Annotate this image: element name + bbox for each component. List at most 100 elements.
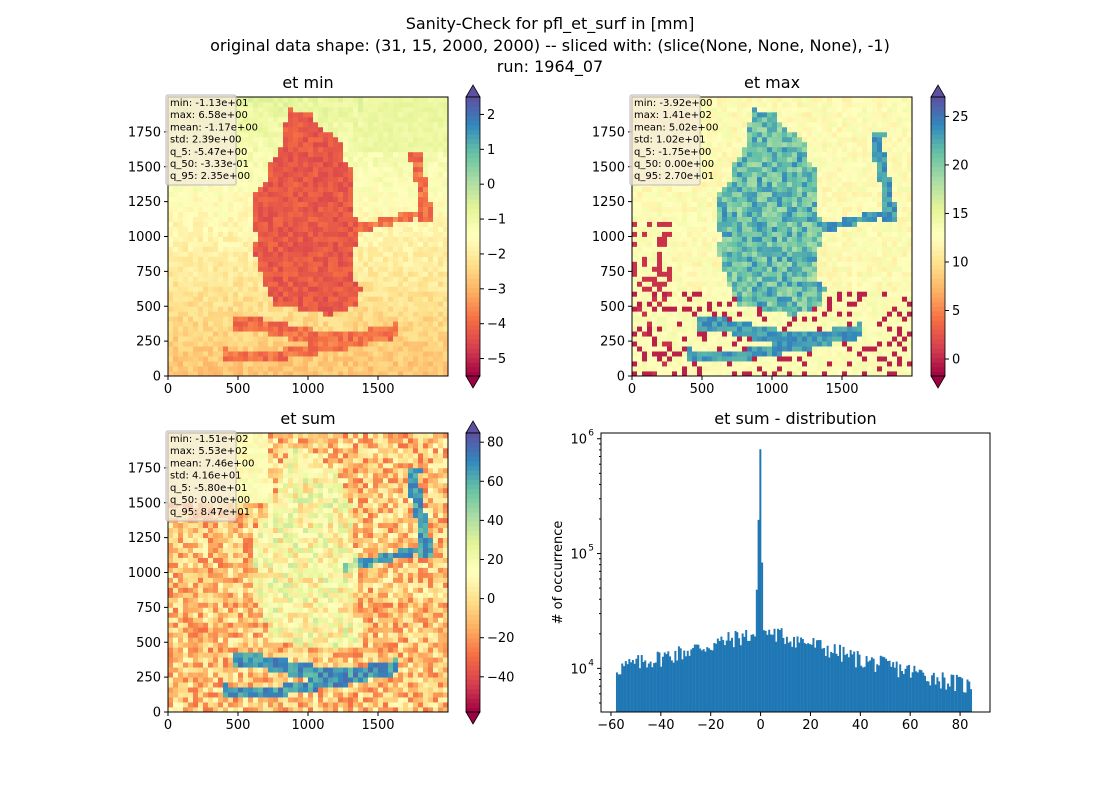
heatmap-cell <box>253 166 259 173</box>
heatmap-cell <box>782 286 788 292</box>
heatmap-cell <box>727 276 733 282</box>
heatmap-cell <box>662 281 668 287</box>
heatmap-cell <box>747 321 753 327</box>
heatmap-cell <box>782 97 788 103</box>
colorbar-segment <box>466 310 480 317</box>
heatmap-cell <box>428 181 434 188</box>
heatmap-cell <box>298 256 304 262</box>
heatmap-cell <box>208 211 214 217</box>
heatmap-cell <box>308 346 314 352</box>
heatmap-cell <box>358 291 364 297</box>
heatmap-cell <box>288 251 294 257</box>
heatmap-cell <box>283 316 289 322</box>
heatmap-cell <box>682 241 688 247</box>
heatmap-cell <box>687 356 693 362</box>
heatmap-cell <box>772 266 778 272</box>
heatmap-cell <box>358 266 364 272</box>
heatmap-cell <box>752 206 758 212</box>
heatmap-cell <box>388 231 394 237</box>
heatmap-cell <box>248 136 254 143</box>
heatmap-cell <box>752 186 758 193</box>
heatmap-cell <box>213 231 219 237</box>
heatmap-cell <box>338 126 344 133</box>
heatmap-cell <box>727 316 733 322</box>
heatmap-cell <box>413 336 419 342</box>
heatmap-cell <box>313 331 319 337</box>
heatmap-cell <box>238 211 244 217</box>
heatmap-cell <box>727 111 733 118</box>
heatmap-cell <box>223 271 229 277</box>
heatmap-cell <box>278 296 284 302</box>
heatmap-cell <box>278 191 284 198</box>
heatmap-cell <box>687 301 693 307</box>
heatmap-cell <box>692 341 698 347</box>
heatmap-cell <box>732 216 738 222</box>
heatmap-cell <box>433 266 439 272</box>
heatmap-cell <box>682 221 688 227</box>
heatmap-cell <box>782 216 788 222</box>
heatmap-cell <box>742 131 748 138</box>
heatmap-cell <box>218 221 224 227</box>
heatmap-cell <box>198 196 204 203</box>
heatmap-cell <box>388 311 394 317</box>
heatmap-cell <box>692 351 698 357</box>
heatmap-cell <box>413 186 419 193</box>
heatmap-cell <box>308 231 314 237</box>
heatmap-cell <box>183 356 189 362</box>
heatmap-cell <box>278 351 284 357</box>
heatmap-cell <box>333 361 339 367</box>
heatmap-cell <box>632 331 638 337</box>
heatmap-cell <box>752 181 758 188</box>
heatmap-cell <box>373 276 379 282</box>
heatmap-cell <box>732 106 738 113</box>
heatmap-cell <box>737 306 743 312</box>
heatmap-cell <box>303 296 309 302</box>
heatmap-cell <box>752 341 758 347</box>
heatmap-cell <box>418 286 424 292</box>
heatmap-cell <box>423 146 429 153</box>
heatmap-cell <box>687 311 693 317</box>
heatmap-cell <box>717 281 723 287</box>
heatmap-cell <box>747 366 753 372</box>
heatmap-cell <box>383 196 389 203</box>
heatmap-cell <box>333 311 339 317</box>
heatmap-cell <box>373 281 379 287</box>
heatmap-cell <box>423 276 429 282</box>
heatmap-cell <box>368 336 374 342</box>
heatmap-cell <box>243 176 249 183</box>
heatmap-cell <box>423 196 429 203</box>
heatmap-cell <box>218 366 224 372</box>
heatmap-cell <box>443 126 449 133</box>
heatmap-cell <box>782 321 788 327</box>
heatmap-cell <box>253 161 259 168</box>
heatmap-cell <box>752 321 758 327</box>
heatmap-cell <box>273 206 279 212</box>
heatmap-cell <box>672 336 678 342</box>
heatmap-cell <box>388 371 394 377</box>
heatmap-cell <box>772 336 778 342</box>
heatmap-cell <box>433 251 439 257</box>
heatmap-cell <box>433 301 439 307</box>
heatmap-cell <box>368 191 374 198</box>
heatmap-cell <box>777 221 783 227</box>
heatmap-cell <box>702 351 708 357</box>
heatmap-cell <box>722 211 728 217</box>
heatmap-cell <box>408 321 414 327</box>
heatmap-cell <box>343 246 349 252</box>
heatmap-cell <box>383 221 389 227</box>
heatmap-cell <box>662 221 668 227</box>
heatmap-cell <box>203 351 209 357</box>
heatmap-cell <box>383 341 389 347</box>
heatmap-cell <box>443 216 449 222</box>
heatmap-cell <box>353 251 359 257</box>
heatmap-cell <box>732 331 738 337</box>
heatmap-cell <box>737 101 743 108</box>
heatmap-cell <box>343 286 349 292</box>
heatmap-cell <box>368 316 374 322</box>
heatmap-cell <box>642 261 648 267</box>
heatmap-cell <box>423 126 429 133</box>
heatmap-cell <box>293 106 299 113</box>
heatmap-cell <box>677 191 683 198</box>
heatmap-cell <box>323 206 329 212</box>
heatmap-cell <box>657 221 663 227</box>
